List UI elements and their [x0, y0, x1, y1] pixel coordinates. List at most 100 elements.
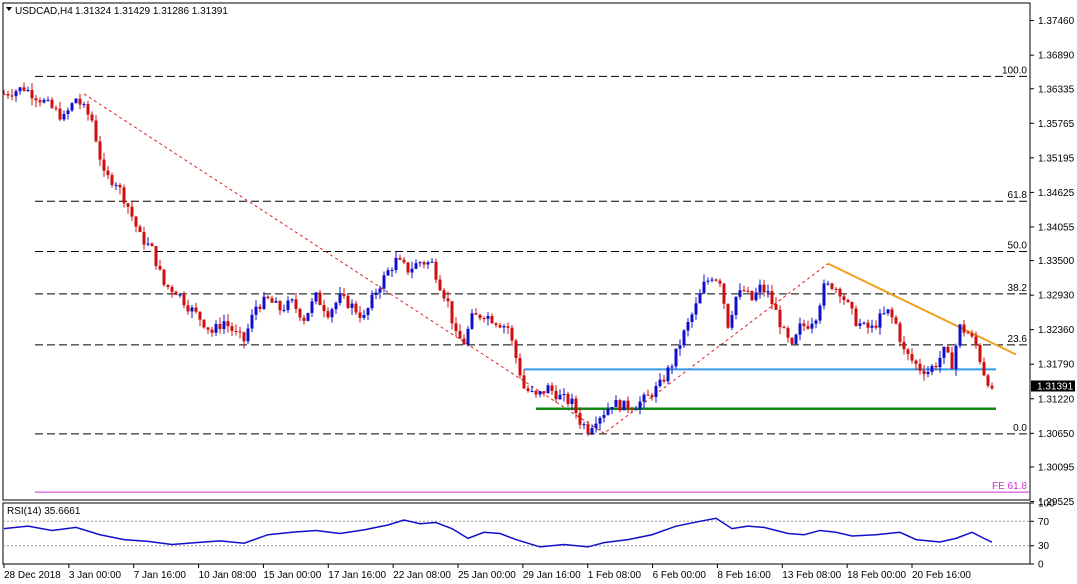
- candle-bear: [838, 288, 842, 297]
- candle-bear: [586, 424, 590, 434]
- time-tick-label: 22 Jan 08:00: [393, 570, 451, 581]
- candle-bull: [570, 398, 574, 404]
- candle-bear: [30, 89, 34, 99]
- rsi-label: RSI(14) 35.6661: [7, 506, 81, 517]
- candle-bull: [882, 313, 886, 315]
- candle-bull: [330, 309, 334, 318]
- candle-bear: [506, 326, 510, 328]
- candle-bear: [90, 114, 94, 121]
- dropdown-arrow-icon[interactable]: [6, 7, 12, 11]
- candle-bull: [334, 302, 338, 310]
- candle-bull: [822, 283, 826, 306]
- candle-bear: [442, 290, 446, 299]
- candle-bear: [774, 304, 778, 310]
- candle-bear: [578, 413, 582, 425]
- candle-bull: [46, 99, 50, 101]
- candle-bear: [58, 108, 62, 120]
- candle-bull: [818, 305, 822, 321]
- candle-bear: [34, 98, 38, 101]
- candle-bull: [222, 321, 226, 329]
- candle-bull: [466, 328, 470, 345]
- candle-bull: [382, 275, 386, 289]
- candle-bear: [722, 283, 726, 304]
- candle-bull: [66, 110, 70, 114]
- candle-bull: [314, 292, 318, 302]
- time-tick-label: 8 Feb 16:00: [717, 570, 771, 581]
- candle-bull: [410, 268, 414, 273]
- candle-bull: [470, 313, 474, 329]
- candle-bear: [94, 120, 98, 142]
- candle-bear: [174, 291, 178, 295]
- candle-bear: [2, 93, 6, 95]
- candle-bear: [898, 323, 902, 342]
- candle-bear: [526, 388, 530, 391]
- candle-bear: [974, 336, 978, 345]
- candle-bear: [778, 309, 782, 328]
- time-tick-label: 1 Feb 08:00: [588, 570, 642, 581]
- candle-bear: [122, 187, 126, 204]
- time-tick-label: 20 Feb 16:00: [912, 570, 971, 581]
- candle-bear: [498, 325, 502, 328]
- candle-bull: [582, 424, 586, 426]
- candle-bear: [966, 332, 970, 334]
- candle-bull: [766, 291, 770, 293]
- candle-bear: [490, 315, 494, 324]
- candle-bear: [402, 259, 406, 263]
- time-tick-label: 17 Jan 16:00: [328, 570, 386, 581]
- candle-bear: [474, 313, 478, 315]
- candle-bull: [598, 417, 602, 424]
- candle-bull: [14, 91, 18, 97]
- candle-bear: [242, 332, 246, 342]
- candle-bear: [566, 393, 570, 404]
- candle-bull: [614, 400, 618, 408]
- candle-bull: [658, 379, 662, 387]
- candle-bull: [394, 257, 398, 270]
- candle-bear: [302, 317, 306, 321]
- candle-bull: [926, 371, 930, 375]
- candle-bull: [858, 323, 862, 326]
- candle-bear: [626, 400, 630, 409]
- candle-bear: [662, 379, 666, 382]
- candle-bear: [918, 363, 922, 371]
- candle-bear: [10, 95, 14, 97]
- candle-bull: [642, 394, 646, 402]
- candle-bear: [514, 340, 518, 358]
- candle-bear: [446, 298, 450, 302]
- candle-bear: [910, 353, 914, 361]
- candle-bear: [326, 311, 330, 318]
- candle-bull: [486, 315, 490, 319]
- candle-bear: [450, 301, 454, 324]
- candle-bull: [590, 428, 594, 434]
- fibonacci-levels: 100.0 61.8 50.0 38.2 23.6 0.0 FE 61.8: [35, 65, 1030, 493]
- candle-bear: [150, 243, 154, 247]
- candle-bull: [306, 312, 310, 321]
- fib-level-label: 23.6: [1008, 334, 1028, 345]
- candle-bull: [634, 409, 638, 411]
- candle-bull: [870, 325, 874, 328]
- candle-bull: [666, 367, 670, 382]
- candle-bear: [186, 305, 190, 312]
- candle-bear: [398, 257, 402, 260]
- candle-bull: [678, 345, 682, 349]
- candle-bull: [702, 281, 706, 294]
- candle-bear: [234, 331, 238, 333]
- candle-bull: [710, 279, 714, 281]
- time-tick-label: 3 Jan 00:00: [69, 570, 122, 581]
- candle-bull: [938, 357, 942, 368]
- candle-bull: [670, 366, 674, 368]
- candle-bear: [630, 408, 634, 410]
- candle-bear: [154, 246, 158, 266]
- rsi-tick-label: 30: [1038, 541, 1050, 552]
- trend-lines: [83, 93, 1017, 434]
- candle-bear: [130, 206, 134, 217]
- candle-bull: [694, 303, 698, 315]
- fib-level-label: 38.2: [1008, 283, 1028, 294]
- candle-bear: [210, 329, 214, 333]
- candle-bear: [266, 296, 270, 299]
- time-tick-label: 28 Dec 2018: [4, 570, 61, 581]
- candle-bull: [374, 292, 378, 295]
- candle-bull: [70, 103, 74, 111]
- rsi-panel-frame: [2, 502, 1031, 565]
- candle-bear: [298, 308, 302, 318]
- candle-bear: [790, 337, 794, 344]
